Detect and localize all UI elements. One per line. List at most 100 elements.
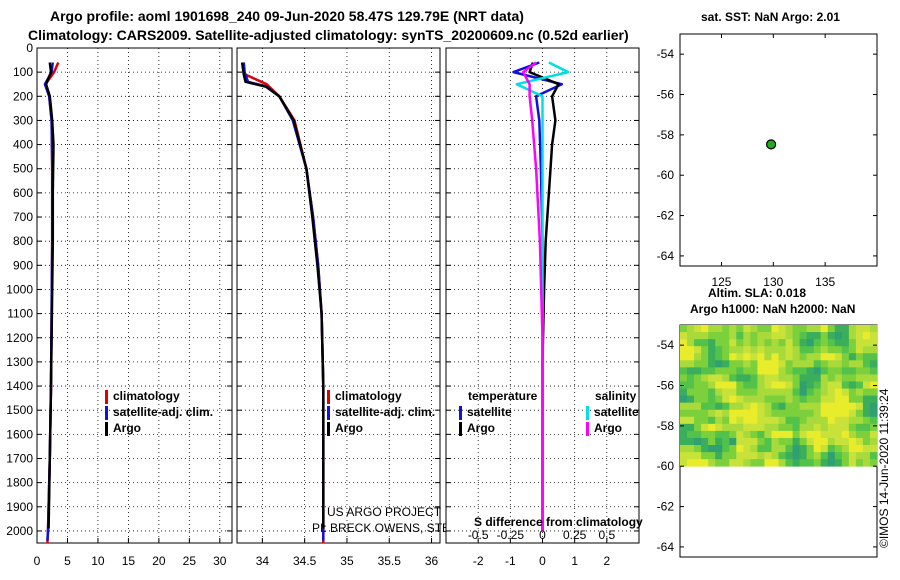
depth-tick-label-400: 400 <box>13 138 33 152</box>
sla-cell <box>792 402 801 411</box>
sla-cell <box>743 374 751 382</box>
sla-cell <box>778 395 786 404</box>
sla-cell <box>708 374 716 382</box>
sla-cell <box>715 395 723 404</box>
depth-tick-label-300: 300 <box>13 113 33 127</box>
sla-cell <box>694 339 702 347</box>
sal-legend-climatology-label: climatology <box>335 389 402 403</box>
sla-cell <box>848 452 857 460</box>
sla-cell <box>701 367 709 375</box>
sla-cell <box>869 395 878 404</box>
sla-cell <box>764 445 772 453</box>
sla-cell <box>771 459 779 467</box>
sla-cell <box>764 325 772 333</box>
sla-cell <box>799 452 808 460</box>
sla-cell <box>834 353 843 361</box>
sla-cell <box>708 445 716 453</box>
legend-climatology-label: climatology <box>113 389 180 403</box>
salinity-panel: 34 34.5 35 35.5 36 climatology satellite-adj… <box>236 47 620 568</box>
sla-cell <box>827 367 836 375</box>
legend-satellite-adj-label: satellite-adj. clim. <box>113 405 213 419</box>
sla-cell <box>827 325 836 333</box>
sla-cell <box>701 395 709 404</box>
sla-cell <box>694 388 702 397</box>
sla-cell <box>806 395 815 404</box>
sla-cell <box>708 452 716 460</box>
sla-cell <box>722 346 730 354</box>
sla-cell <box>820 339 829 347</box>
sla-cell <box>799 374 808 382</box>
temp-xtick-label-0: 0 <box>34 554 41 568</box>
sla-cell <box>799 346 808 354</box>
sla-cell <box>764 367 772 375</box>
sla-cell <box>785 459 793 467</box>
sla-cell <box>750 374 758 382</box>
sla-cell <box>799 367 808 375</box>
sla-cell <box>694 423 702 432</box>
location-map-frame <box>679 33 878 267</box>
sla-cell <box>715 339 723 347</box>
sla-cell <box>799 416 808 425</box>
sla-cell <box>764 452 772 460</box>
depth-tick-label-1000: 1000 <box>6 282 33 296</box>
sla-cell <box>701 459 709 467</box>
sla-cell <box>862 423 871 432</box>
depth-tick-label-1500: 1500 <box>6 403 33 417</box>
sla-cell <box>827 346 836 354</box>
sla-cell <box>736 430 744 439</box>
sla-cell <box>701 339 709 347</box>
sla-cell <box>757 437 765 446</box>
sla-ytick-label--64: -64 <box>657 540 675 554</box>
sla-cell <box>848 445 857 453</box>
sla-cell <box>743 325 751 333</box>
sla-cell <box>855 388 864 397</box>
sla-cell <box>820 437 829 446</box>
sla-cell <box>687 395 695 404</box>
sla-cell <box>771 430 779 439</box>
sla-cell <box>855 459 864 467</box>
sla-cell <box>841 325 850 333</box>
sla-cell <box>687 452 695 460</box>
map-ytick-label--56: -56 <box>657 88 675 102</box>
sla-cell <box>806 409 815 418</box>
sal-legend-satellite-adj-swatch <box>327 406 330 420</box>
sla-cell <box>736 332 744 340</box>
sla-cell <box>687 381 695 389</box>
sal-xtick-label-34: 34 <box>256 554 270 568</box>
sla-cell <box>694 409 702 418</box>
sla-cell <box>855 374 864 382</box>
sla-cell <box>841 339 850 347</box>
legend-temp-satellite-label: satellite <box>467 405 512 419</box>
sla-cell <box>729 459 737 467</box>
sla-cell <box>750 423 758 432</box>
sla-cell <box>869 459 878 467</box>
sla-cell <box>715 388 723 397</box>
sla-cell <box>778 437 786 446</box>
location-map-panel: sat. SST: NaN Argo: 2.01 -54 -56 -58 -60 -62… <box>657 10 878 289</box>
sla-heatmap <box>680 325 878 467</box>
depth-tick-label-700: 700 <box>13 210 33 224</box>
sla-cell <box>813 353 822 361</box>
sla-cell <box>778 445 786 453</box>
sla-cell <box>736 409 744 418</box>
sla-cell <box>722 395 730 404</box>
imos-timestamp: ©IMOS 14-Jun-2020 11:39:24 <box>877 388 891 548</box>
sla-cell <box>792 374 801 382</box>
sla-cell <box>778 360 786 368</box>
sla-cell <box>813 388 822 397</box>
sla-cell <box>722 374 730 382</box>
sla-cell <box>680 395 688 404</box>
salinity-grid <box>237 47 440 543</box>
depth-tick-label-800: 800 <box>13 234 33 248</box>
sla-cell <box>827 416 836 425</box>
depth-tick-label-1700: 1700 <box>6 451 33 465</box>
sla-cell <box>722 452 730 460</box>
sla-cell <box>778 452 786 460</box>
sla-cell <box>862 381 871 389</box>
sla-cell <box>708 332 716 340</box>
sla-cell <box>834 381 843 389</box>
sla-cell <box>799 437 808 446</box>
sla-cell <box>701 346 709 354</box>
temperature-legend: climatology satellite-adj. clim. Argo <box>105 389 213 436</box>
temp-xtick-label-30: 30 <box>213 554 227 568</box>
